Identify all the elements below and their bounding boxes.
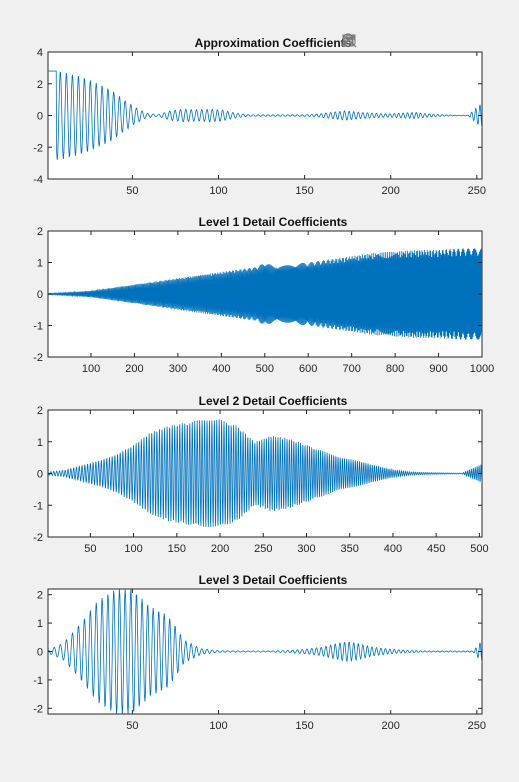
x-tick-label: 1000 [470, 363, 494, 375]
x-tick-label: 100 [82, 363, 100, 375]
x-tick-label: 150 [295, 720, 313, 732]
subplot-title: Approximation Coefficients [195, 36, 352, 50]
x-tick-label: 200 [382, 720, 400, 732]
x-tick-label: 500 [256, 363, 274, 375]
y-tick-label: 2 [37, 226, 43, 238]
y-tick-label: 0 [37, 289, 43, 301]
pan-button[interactable] [344, 32, 420, 50]
subplot-title: Level 1 Detail Coefficients [199, 215, 348, 229]
y-tick-label: -2 [33, 352, 43, 364]
y-tick-label: 2 [37, 79, 43, 91]
x-tick-label: 50 [84, 543, 96, 555]
y-tick-label: -2 [33, 532, 43, 544]
x-tick-label: 500 [470, 543, 488, 555]
signal-line [48, 419, 482, 527]
x-tick-label: 100 [124, 543, 142, 555]
data-tips-button[interactable] [342, 32, 400, 50]
y-tick-label: 2 [37, 405, 43, 417]
y-tick-label: 0 [37, 469, 43, 481]
y-tick-label: 1 [37, 258, 43, 270]
y-tick-label: 0 [37, 647, 43, 659]
x-tick-label: 250 [254, 543, 272, 555]
subplot-4: 50 100 150 200 250 -2 -1 0 1 2 Level 3 Detail Coef… [33, 573, 486, 732]
subplot-title: Level 3 Detail Coefficients [199, 573, 348, 587]
subplot-3: 50 100 150 200 250 300 350 400 450 500 -2 -1 0 1 2 Leve… [33, 394, 488, 555]
x-tick-label: 450 [427, 543, 445, 555]
x-tick-label: 800 [386, 363, 404, 375]
x-tick-label: 50 [126, 720, 138, 732]
signal-line [48, 70, 482, 160]
y-tick-label: 1 [37, 437, 43, 449]
signal-line [48, 589, 482, 714]
zoom-in-button[interactable] [342, 32, 440, 50]
axes-toolbar [341, 32, 480, 50]
y-tick-label: -2 [33, 142, 43, 154]
y-tick-label: -4 [33, 174, 43, 186]
subplot-title: Level 2 Detail Coefficients [199, 394, 348, 408]
signal-line [48, 248, 482, 340]
brush-button[interactable] [342, 32, 380, 50]
subplot-2: 100 200 300 400 500 600 700 800 900 1000 -2 -1 0 1 2 Le… [33, 215, 494, 375]
x-tick-label: 200 [382, 185, 400, 197]
y-tick-label: 2 [37, 590, 43, 602]
y-tick-label: -1 [33, 500, 43, 512]
y-tick-label: -1 [33, 321, 43, 333]
x-tick-label: 100 [209, 720, 227, 732]
restore-view-button[interactable] [342, 32, 480, 50]
axes-box[interactable] [47, 409, 483, 538]
y-tick-label: -1 [33, 675, 43, 687]
x-tick-label: 300 [297, 543, 315, 555]
x-tick-label: 250 [468, 720, 486, 732]
x-tick-label: 150 [168, 543, 186, 555]
x-tick-label: 400 [212, 363, 230, 375]
subplot-1: 50 100 150 200 250 -4 -2 0 2 4 Approximation Coeff… [33, 36, 486, 197]
zoom-out-button[interactable] [342, 32, 460, 50]
x-tick-label: 300 [169, 363, 187, 375]
y-tick-label: 0 [37, 111, 43, 123]
x-tick-label: 200 [125, 363, 143, 375]
y-tick-label: 4 [37, 47, 43, 59]
x-tick-label: 350 [341, 543, 359, 555]
y-tick-label: 1 [37, 618, 43, 630]
x-tick-label: 400 [384, 543, 402, 555]
y-tick-label: -2 [33, 703, 43, 715]
x-tick-label: 200 [211, 543, 229, 555]
home-icon [342, 33, 356, 47]
x-tick-label: 150 [295, 185, 313, 197]
x-tick-label: 250 [468, 185, 486, 197]
axes-box[interactable] [47, 51, 483, 180]
x-tick-label: 600 [299, 363, 317, 375]
x-tick-label: 900 [429, 363, 447, 375]
x-tick-label: 50 [126, 185, 138, 197]
x-tick-label: 700 [342, 363, 360, 375]
x-tick-label: 100 [209, 185, 227, 197]
